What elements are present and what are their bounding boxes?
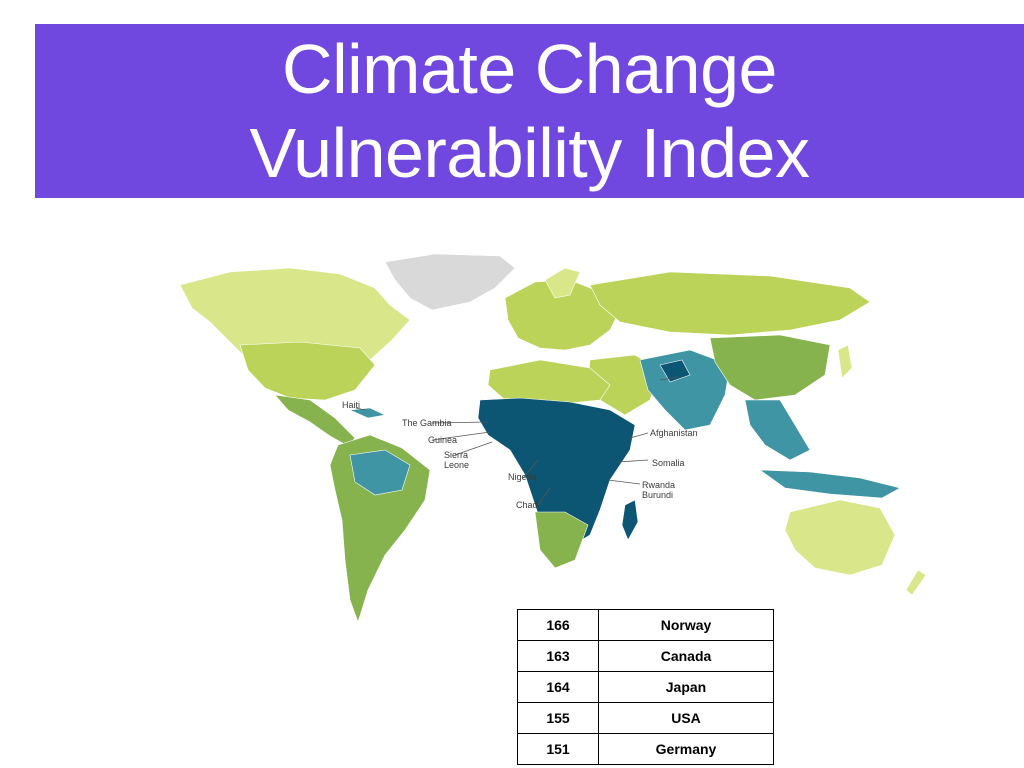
table-row: 155 USA <box>517 702 774 734</box>
region-indonesia <box>759 469 901 499</box>
country-cell: Japan <box>598 671 774 703</box>
region-australia <box>784 499 896 576</box>
country-cell: Germany <box>598 733 774 765</box>
region-japan <box>837 344 853 379</box>
region-southeast-asia <box>744 399 811 461</box>
table-row: 163 Canada <box>517 640 774 672</box>
world-map-svg <box>179 253 927 623</box>
region-south-asia <box>639 349 731 431</box>
region-east-asia <box>709 334 831 401</box>
world-vulnerability-map: Haiti The Gambia Guinea Sierra Leone Nig… <box>170 250 930 630</box>
region-madagascar <box>621 499 639 541</box>
country-cell: Canada <box>598 640 774 672</box>
table-row: 166 Norway <box>517 609 774 641</box>
rank-cell: 166 <box>517 609 599 641</box>
region-afghanistan <box>659 359 691 383</box>
region-scandinavia <box>544 267 581 299</box>
label-somalia: Somalia <box>652 458 685 468</box>
label-chad: Chad <box>516 500 538 510</box>
table-row: 151 Germany <box>517 733 774 765</box>
region-greenland <box>384 253 516 311</box>
rank-cell: 151 <box>517 733 599 765</box>
region-southern-africa <box>534 511 589 569</box>
label-sierra-leone-line-2: Leone <box>444 460 470 470</box>
region-caribbean <box>348 407 386 419</box>
label-the-gambia: The Gambia <box>402 418 452 428</box>
region-north-africa <box>487 359 611 406</box>
region-usa <box>239 341 376 401</box>
rank-cell: 155 <box>517 702 599 734</box>
title-banner: Climate Change Vulnerability Index <box>35 24 1024 198</box>
label-leader-lines <box>355 376 679 506</box>
table-row: 164 Japan <box>517 671 774 703</box>
rank-cell: 163 <box>517 640 599 672</box>
vulnerability-ranking-table: 166 Norway 163 Canada 164 Japan 155 USA … <box>517 609 774 765</box>
country-cell: USA <box>598 702 774 734</box>
region-new-zealand <box>905 569 927 596</box>
region-sub-saharan-africa <box>477 397 636 551</box>
region-amazon <box>349 449 411 496</box>
label-guinea: Guinea <box>428 435 458 445</box>
rank-cell: 164 <box>517 671 599 703</box>
label-sierra-leone-line-1: Sierra <box>444 450 469 460</box>
label-nigeria: Nigeria <box>508 472 537 482</box>
title-line-2: Vulnerability Index <box>249 114 810 192</box>
country-cell: Norway <box>598 609 774 641</box>
title-line-1: Climate Change <box>282 30 777 108</box>
label-haiti: Haiti <box>342 400 361 410</box>
label-rwanda: Rwanda <box>642 480 676 490</box>
label-afghanistan: Afghanistan <box>650 428 698 438</box>
region-russia <box>589 271 871 336</box>
label-burundi: Burundi <box>642 490 674 500</box>
